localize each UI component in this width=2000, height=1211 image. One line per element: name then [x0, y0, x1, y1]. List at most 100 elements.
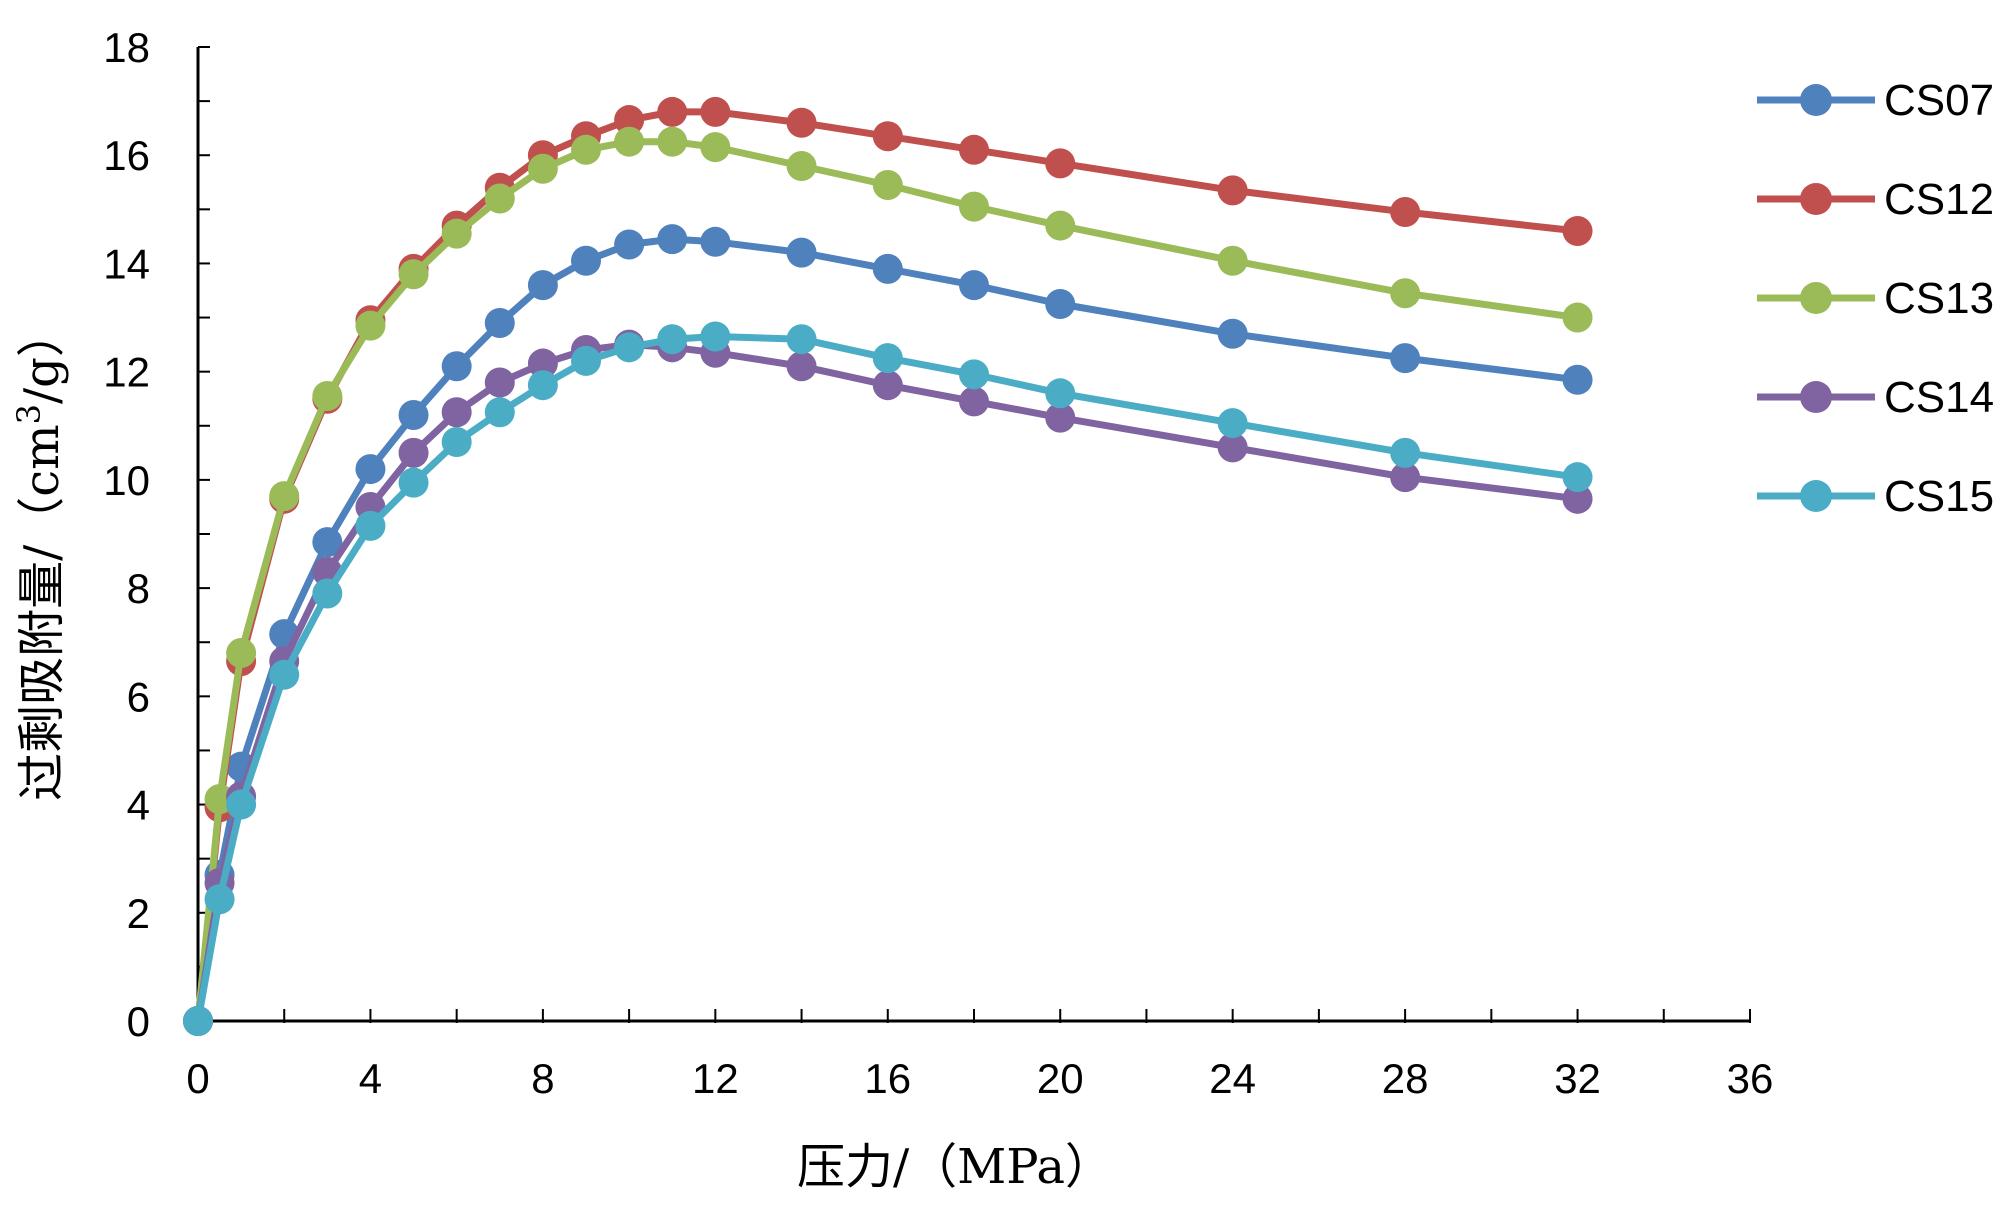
legend-label: CS13 — [1884, 274, 1994, 323]
data-point — [527, 370, 558, 401]
legend-item-cs15: CS15 — [1757, 472, 1994, 521]
data-point — [355, 454, 386, 485]
data-point — [1045, 378, 1076, 409]
x-tick-label: 36 — [1727, 1055, 1774, 1102]
data-point — [614, 332, 645, 363]
data-point — [1562, 215, 1593, 246]
x-tick-label: 8 — [531, 1055, 554, 1102]
legend-marker — [1800, 282, 1832, 314]
data-point — [614, 229, 645, 260]
y-tick-label: 6 — [127, 673, 150, 720]
data-point — [786, 237, 817, 268]
data-point — [1217, 432, 1248, 463]
x-tick-label: 0 — [186, 1055, 209, 1102]
data-point — [571, 245, 601, 276]
data-point — [527, 153, 558, 184]
data-point — [571, 134, 601, 165]
legend-marker — [1800, 84, 1832, 116]
data-point — [657, 224, 688, 255]
data-point — [398, 467, 429, 498]
y-tick-label: 0 — [127, 998, 150, 1045]
data-point — [614, 105, 645, 136]
y-axis-title: 过剩吸附量/（cm3/g） — [10, 309, 70, 801]
data-point — [441, 351, 472, 382]
data-point — [226, 638, 257, 669]
data-point — [183, 1006, 213, 1036]
data-point — [1390, 343, 1421, 374]
data-point — [1390, 462, 1421, 493]
data-point — [269, 659, 300, 690]
legend-label: CS07 — [1884, 76, 1994, 125]
y-axis-title-tail: /g） — [14, 309, 70, 404]
x-tick-label: 20 — [1037, 1055, 1084, 1102]
legend-item-cs07: CS07 — [1757, 76, 1994, 125]
data-point — [1045, 148, 1076, 179]
data-point — [872, 121, 903, 152]
data-point — [657, 126, 688, 157]
data-point — [355, 510, 386, 541]
data-point — [657, 96, 688, 127]
x-tick-label: 28 — [1382, 1055, 1429, 1102]
data-point — [1390, 437, 1421, 468]
y-tick-label: 8 — [127, 565, 150, 612]
y-tick-label: 18 — [103, 24, 150, 71]
data-point — [700, 132, 731, 163]
y-tick-label: 4 — [127, 782, 150, 829]
data-point — [398, 259, 429, 290]
data-point — [786, 151, 817, 182]
data-point — [355, 310, 386, 341]
data-point — [872, 253, 903, 284]
data-point — [441, 397, 472, 428]
y-tick-label: 10 — [103, 457, 150, 504]
data-point — [657, 324, 688, 355]
data-point — [1217, 245, 1248, 276]
y-axis-title-superscript: 3 — [10, 404, 48, 424]
data-point — [269, 481, 300, 512]
data-point — [1562, 462, 1593, 493]
legend: CS07 CS12 CS13 CS14 CS15 — [1757, 76, 1994, 521]
series-line-cs15 — [194, 333, 1579, 1022]
data-point — [484, 367, 515, 398]
data-point — [527, 348, 558, 379]
data-point — [700, 226, 731, 257]
series-cs07 — [183, 224, 1593, 1036]
data-point — [700, 96, 731, 127]
legend-item-cs13: CS13 — [1757, 274, 1994, 323]
data-point — [1217, 318, 1248, 349]
y-tick-label: 2 — [127, 890, 150, 937]
data-point — [204, 884, 235, 915]
legend-marker — [1800, 480, 1832, 512]
data-point — [959, 270, 989, 301]
data-point — [959, 359, 989, 390]
y-tick-label: 16 — [103, 132, 150, 179]
data-point — [312, 578, 343, 609]
data-point — [1217, 408, 1248, 439]
data-point — [786, 351, 817, 382]
legend-item-cs12: CS12 — [1757, 175, 1994, 224]
data-point — [786, 324, 817, 355]
data-point — [484, 183, 515, 214]
plot-area — [183, 96, 1593, 1036]
y-tick-label: 12 — [103, 349, 150, 396]
x-tick-label: 4 — [359, 1055, 382, 1102]
x-axis-title: 压力/（MPa） — [797, 1139, 1113, 1195]
data-point — [1562, 364, 1593, 395]
data-point — [1045, 402, 1076, 433]
data-point — [398, 399, 429, 430]
legend-item-cs14: CS14 — [1757, 373, 1994, 422]
y-tick-label: 14 — [103, 240, 150, 287]
legend-marker — [1800, 183, 1832, 215]
data-point — [1390, 197, 1421, 228]
data-point — [312, 527, 343, 558]
data-point — [1217, 175, 1248, 206]
data-point — [700, 321, 731, 352]
x-tick-label: 16 — [864, 1055, 911, 1102]
data-point — [872, 370, 903, 401]
data-point — [1562, 302, 1593, 333]
data-point — [441, 218, 472, 249]
series-cs12 — [183, 96, 1593, 1036]
legend-label: CS15 — [1884, 472, 1994, 521]
x-tick-label: 24 — [1209, 1055, 1256, 1102]
